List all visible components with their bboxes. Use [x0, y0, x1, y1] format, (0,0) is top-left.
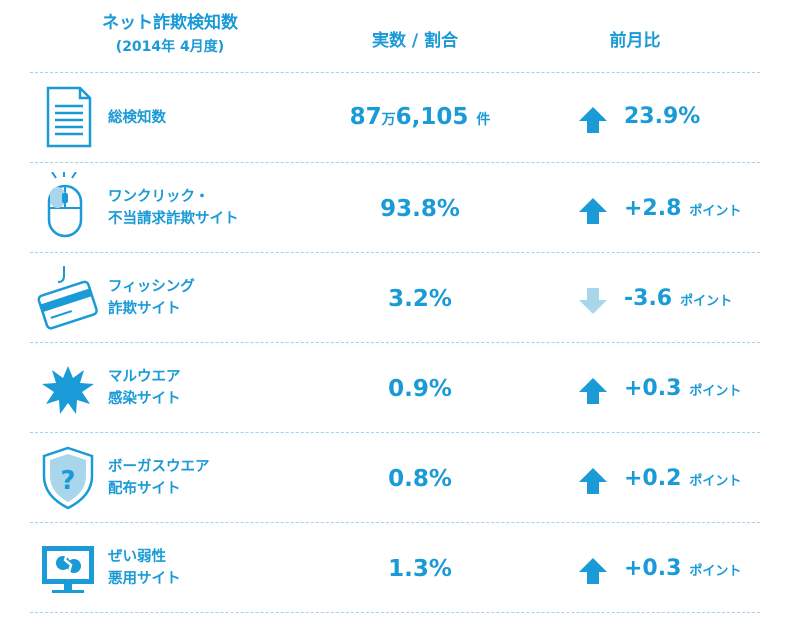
row-value: 3.2%: [388, 286, 452, 312]
up-arrow-icon: [578, 556, 608, 586]
up-arrow-icon: [578, 196, 608, 226]
separator: [30, 432, 760, 433]
credit-card-hook-icon: [36, 262, 100, 334]
count-column-header: 実数 / 割合: [371, 31, 459, 51]
table-subtitle: (2014年 4月度): [115, 39, 225, 55]
separator: [30, 612, 760, 613]
change-column-header: 前月比: [609, 31, 661, 51]
row-change: +0.3 ポイント: [624, 376, 742, 401]
row-value: 1.3%: [388, 556, 452, 582]
table-row-total: 総検知数 87万6,105 件 23.9%: [0, 74, 800, 164]
table-row-bogusware: ? ボーガスウエア 配布サイト 0.8% +0.2 ポイント: [0, 434, 800, 524]
document-icon: [36, 82, 100, 154]
malware-burst-icon: [36, 352, 100, 424]
row-label: ぜい弱性 悪用サイト: [108, 549, 181, 587]
row-label: ワンクリック・ 不当請求詐欺サイト: [108, 189, 239, 227]
separator: [30, 522, 760, 523]
row-change: +0.3 ポイント: [624, 556, 742, 581]
row-value: 0.9%: [388, 376, 452, 402]
table-row-oneclick: ワンクリック・ 不当請求詐欺サイト 93.8% +2.8 ポイント: [0, 164, 800, 254]
table-row-vulnerability: ぜい弱性 悪用サイト 1.3% +0.3 ポイント: [0, 524, 800, 614]
row-value: 93.8%: [380, 196, 460, 222]
up-arrow-icon: [578, 376, 608, 406]
row-label: 総検知数: [108, 110, 166, 126]
row-change: 23.9%: [624, 104, 701, 129]
row-change: +2.8 ポイント: [624, 196, 742, 221]
down-arrow-icon: [578, 286, 608, 316]
broken-monitor-icon: [36, 532, 100, 604]
separator: [30, 252, 760, 253]
row-change: +0.2 ポイント: [624, 466, 742, 491]
up-arrow-icon: [578, 105, 608, 135]
row-label: ボーガスウエア 配布サイト: [108, 459, 210, 497]
separator: [30, 342, 760, 343]
question-shield-icon: ?: [36, 442, 100, 514]
svg-text:?: ?: [60, 466, 75, 496]
up-arrow-icon: [578, 466, 608, 496]
table-row-malware: マルウエア 感染サイト 0.9% +0.3 ポイント: [0, 344, 800, 434]
row-label: フィッシング 詐欺サイト: [108, 279, 195, 317]
separator: [30, 162, 760, 163]
mouse-icon: [36, 171, 100, 244]
table-row-phishing: フィッシング 詐欺サイト 3.2% -3.6 ポイント: [0, 254, 800, 344]
separator: [30, 72, 760, 73]
row-change: -3.6 ポイント: [624, 286, 733, 311]
table-title: ネット詐欺検知数: [102, 13, 238, 33]
row-value: 0.8%: [388, 466, 452, 492]
row-label: マルウエア 感染サイト: [108, 369, 181, 407]
row-value: 87万6,105 件: [349, 104, 491, 130]
